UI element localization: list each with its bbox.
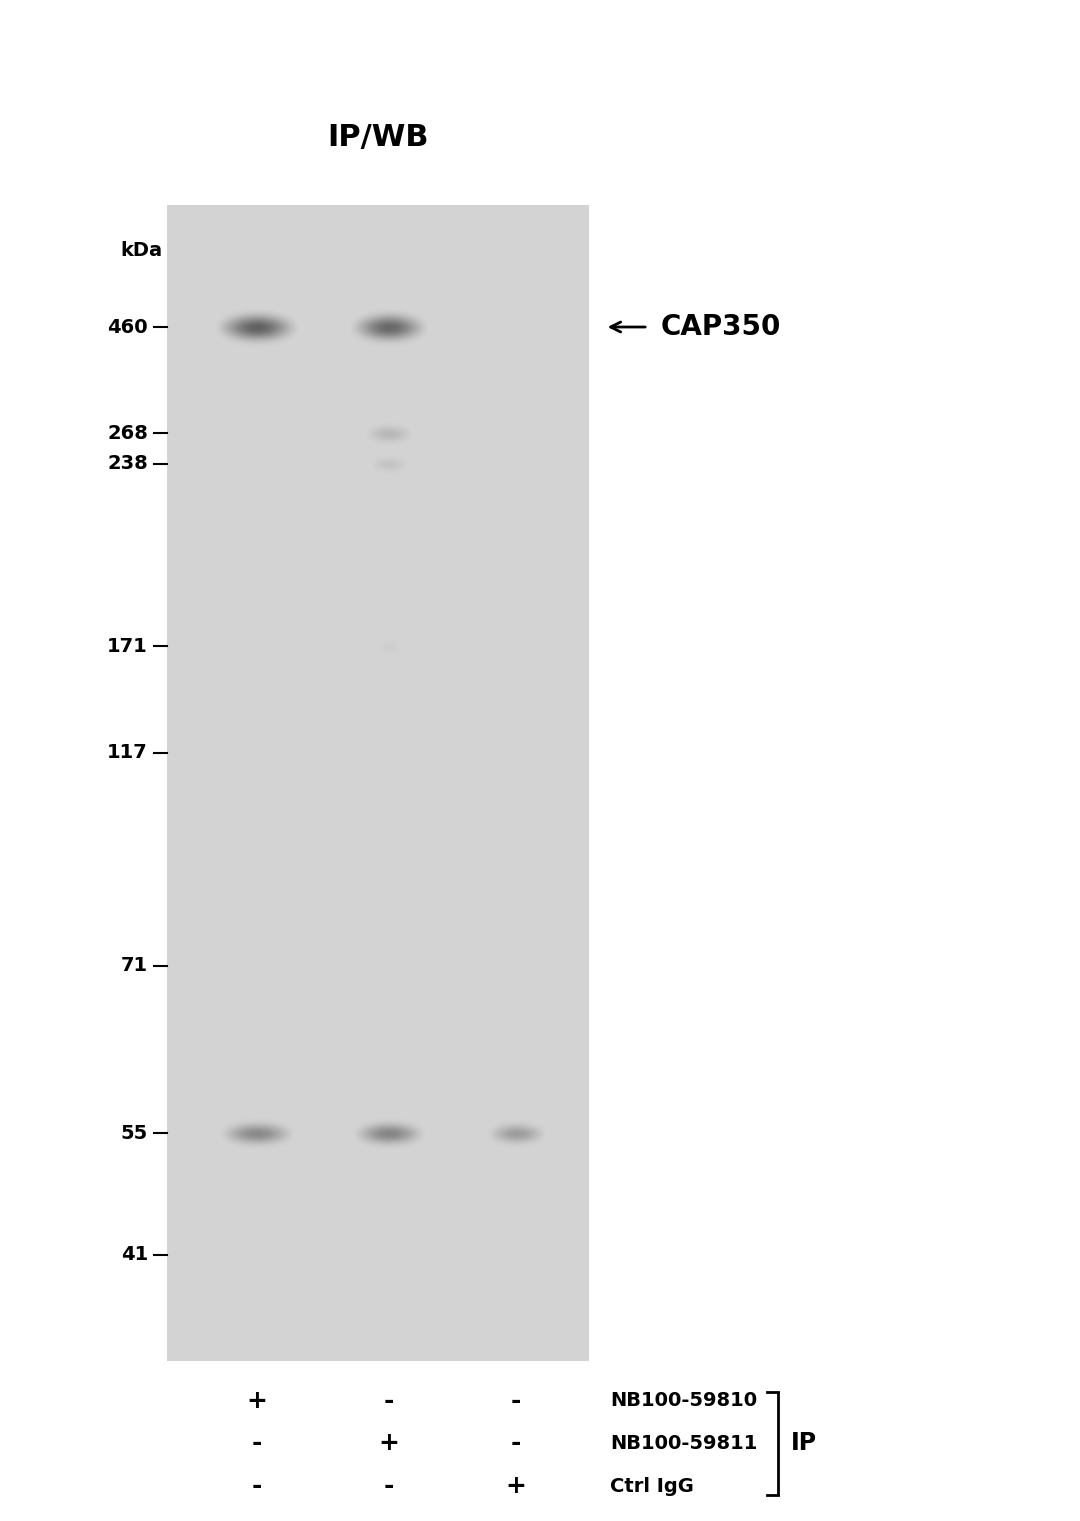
Text: -: - [383, 1474, 394, 1498]
Text: 268: 268 [107, 424, 148, 443]
Bar [167, 205, 589, 1361]
Text: CAP350: CAP350 [661, 313, 781, 341]
Text: -: - [252, 1431, 262, 1456]
Text: kDa: kDa [120, 242, 162, 260]
Text: -: - [252, 1474, 262, 1498]
Text: Ctrl IgG: Ctrl IgG [610, 1477, 694, 1495]
Text: NB100-59810: NB100-59810 [610, 1392, 757, 1410]
Text: IP: IP [791, 1431, 816, 1456]
Text: -: - [511, 1389, 522, 1413]
Text: 460: 460 [107, 318, 148, 336]
Text: 238: 238 [107, 455, 148, 473]
Text: IP/WB: IP/WB [327, 123, 429, 152]
Text: +: + [246, 1389, 268, 1413]
Text: -: - [383, 1389, 394, 1413]
Text: 171: 171 [107, 637, 148, 656]
Text: 55: 55 [121, 1124, 148, 1142]
Text: 71: 71 [121, 957, 148, 975]
Text: NB100-59811: NB100-59811 [610, 1434, 757, 1453]
Text: +: + [378, 1431, 400, 1456]
Bar [167, 205, 589, 1361]
Text: +: + [505, 1474, 527, 1498]
Text: 41: 41 [121, 1246, 148, 1264]
Text: -: - [511, 1431, 522, 1456]
Text: 117: 117 [107, 744, 148, 762]
